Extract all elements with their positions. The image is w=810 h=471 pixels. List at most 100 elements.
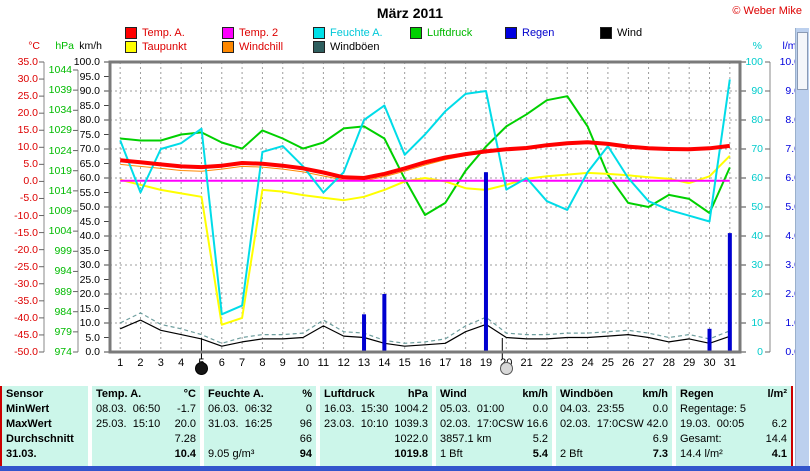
tick-label-celsius: -35.0 bbox=[14, 294, 38, 307]
cell-label: 19.03. 00:05 bbox=[680, 418, 745, 430]
table-row: 10.4 bbox=[96, 447, 196, 462]
tick-label-lm2: 10.0 bbox=[779, 56, 800, 68]
table-row: Temp. A. °C bbox=[96, 387, 196, 402]
table-row: Sensor bbox=[6, 387, 84, 402]
tick-label-percent: 90 bbox=[751, 85, 763, 97]
table-row: Regen l/m² bbox=[680, 387, 787, 402]
tick-label-celsius: -20.0 bbox=[14, 243, 38, 256]
cell-value: 1019.8 bbox=[394, 448, 428, 460]
table-row: 05.03. 01:00 0.0 bbox=[440, 402, 548, 417]
cell-value: 7.28 bbox=[174, 433, 196, 445]
table-row: Gesamt: 14.4 bbox=[680, 432, 787, 447]
cell-label: 9.05 g/m³ bbox=[208, 448, 255, 460]
table-row: 02.03. 17:0CSW 42.0 bbox=[560, 417, 668, 432]
legend-label: Taupunkt bbox=[142, 41, 187, 53]
tick-label-kmh: 30.0 bbox=[79, 259, 100, 271]
tick-label-day: 31 bbox=[723, 357, 736, 369]
table-row: MaxWert bbox=[6, 417, 84, 432]
cell-label: Feuchte A. bbox=[208, 388, 264, 400]
cell-value: hPa bbox=[407, 388, 428, 400]
table-column-sensor: Sensor MinWert MaxWert Durchschnitt 31.03. bbox=[2, 386, 88, 466]
tick-label-day: 23 bbox=[561, 357, 574, 369]
cell-value: 5.2 bbox=[532, 433, 548, 445]
cell-value: km/h bbox=[642, 388, 668, 400]
cell-value: 94 bbox=[299, 448, 312, 460]
cell-value: 5.4 bbox=[532, 448, 548, 460]
legend-swatch-taupunkt-icon bbox=[125, 41, 137, 53]
tick-label-day: 8 bbox=[259, 357, 266, 369]
tick-label-celsius: -30.0 bbox=[14, 277, 38, 290]
tick-label-celsius: 15.0 bbox=[17, 124, 38, 137]
cell-value: -1.7 bbox=[177, 403, 196, 415]
table-row: 9.05 g/m³ 94 bbox=[208, 447, 312, 462]
tick-label-percent: 10 bbox=[751, 317, 763, 329]
legend-swatch-wind-icon bbox=[600, 27, 612, 39]
tick-label-day: 19 bbox=[479, 357, 493, 369]
tick-label-hpa: 1014 bbox=[48, 184, 72, 197]
scrollbar-thumb[interactable] bbox=[797, 32, 808, 90]
tick-label-celsius: 0.0 bbox=[23, 175, 38, 188]
rain-bar-30 bbox=[707, 328, 712, 352]
table-column-windb-en: Windböen km/h 04.03. 23:55 0.0 02.03. 17:0CS… bbox=[556, 386, 672, 466]
tick-label-celsius: 30.0 bbox=[17, 73, 38, 86]
tick-label-percent: 50 bbox=[751, 201, 763, 213]
legend-item-wind: Wind bbox=[600, 27, 642, 39]
tick-label-percent: 80 bbox=[751, 114, 763, 126]
legend-item-temp-a: Temp. A. bbox=[125, 27, 185, 39]
cell-value: 14.4 bbox=[765, 433, 787, 445]
table-row: Luftdruck hPa bbox=[324, 387, 428, 402]
tick-label-day: 21 bbox=[520, 357, 533, 369]
tick-label-day: 3 bbox=[157, 357, 164, 369]
series-temp-a bbox=[120, 140, 731, 180]
cell-value: 1039.3 bbox=[394, 418, 428, 430]
table-row: 1019.8 bbox=[324, 447, 428, 462]
table-row: 23.03. 10:10 1039.3 bbox=[324, 417, 428, 432]
rain-bar-19 bbox=[483, 172, 488, 352]
tick-label-percent: 40 bbox=[751, 230, 763, 242]
legend-item-taupunkt: Taupunkt bbox=[125, 41, 187, 53]
table-column-regen: Regen l/m² Regentage: 5 19.03. 00:05 6.2 Gesa… bbox=[676, 386, 791, 466]
weather-summary-table: Sensor MinWert MaxWert Durchschnitt 31.03. Te… bbox=[2, 386, 791, 466]
tick-label-hpa: 994 bbox=[54, 265, 72, 278]
legend-swatch-windb-en-icon bbox=[313, 41, 325, 53]
cell-label: 23.03. 10:10 bbox=[324, 418, 389, 430]
cell-label: 31.03. bbox=[6, 448, 37, 460]
cell-value: 6.2 bbox=[771, 418, 787, 430]
axis-header-kmh: km/h bbox=[79, 40, 102, 52]
tick-label-kmh: 95.0 bbox=[79, 70, 100, 83]
tick-label-celsius: -5.0 bbox=[19, 192, 38, 205]
tick-label-hpa: 974 bbox=[54, 346, 72, 358]
window-bottom-edge bbox=[0, 466, 810, 471]
tick-label-kmh: 100.0 bbox=[73, 56, 100, 68]
copyright-credit: © Weber Mike bbox=[732, 5, 802, 17]
table-row: Regentage: 5 bbox=[680, 402, 787, 417]
cell-label: 04.03. 23:55 bbox=[560, 403, 625, 415]
table-row: 6.9 bbox=[560, 432, 668, 447]
tick-label-kmh: 50.0 bbox=[79, 201, 100, 213]
legend-swatch-temp-2-icon bbox=[222, 27, 234, 39]
table-row: 7.28 bbox=[96, 432, 196, 447]
tick-label-day: 4 bbox=[178, 357, 185, 369]
tick-label-day: 10 bbox=[296, 357, 310, 369]
vertical-scrollbar[interactable] bbox=[795, 28, 809, 466]
legend-label: Windchill bbox=[239, 41, 284, 53]
cell-value: 20.0 bbox=[174, 418, 196, 430]
legend-item-regen: Regen bbox=[505, 27, 554, 39]
tick-label-celsius: -40.0 bbox=[14, 311, 38, 324]
table-row: 14.4 l/m² 4.1 bbox=[680, 447, 787, 462]
tick-label-hpa: 1044 bbox=[48, 64, 72, 76]
rain-bar-13 bbox=[362, 314, 367, 352]
tick-label-day: 30 bbox=[703, 357, 716, 369]
table-row: 1022.0 bbox=[324, 432, 428, 447]
table-column-luftdruck: Luftdruck hPa 16.03. 15:30 1004.2 23.03. 10:… bbox=[320, 386, 432, 466]
table-row: 1 Bft 5.4 bbox=[440, 447, 548, 462]
tick-label-kmh: 70.0 bbox=[79, 143, 100, 155]
cell-label: 02.03. 17:0CSW bbox=[440, 418, 524, 430]
cell-label: 14.4 l/m² bbox=[680, 448, 723, 460]
cell-label: 1 Bft bbox=[440, 448, 463, 460]
tick-label-hpa: 1034 bbox=[48, 104, 72, 117]
tick-label-kmh: 45.0 bbox=[79, 215, 100, 228]
tick-label-percent: 20 bbox=[751, 288, 763, 300]
tick-label-day: 15 bbox=[398, 357, 411, 369]
